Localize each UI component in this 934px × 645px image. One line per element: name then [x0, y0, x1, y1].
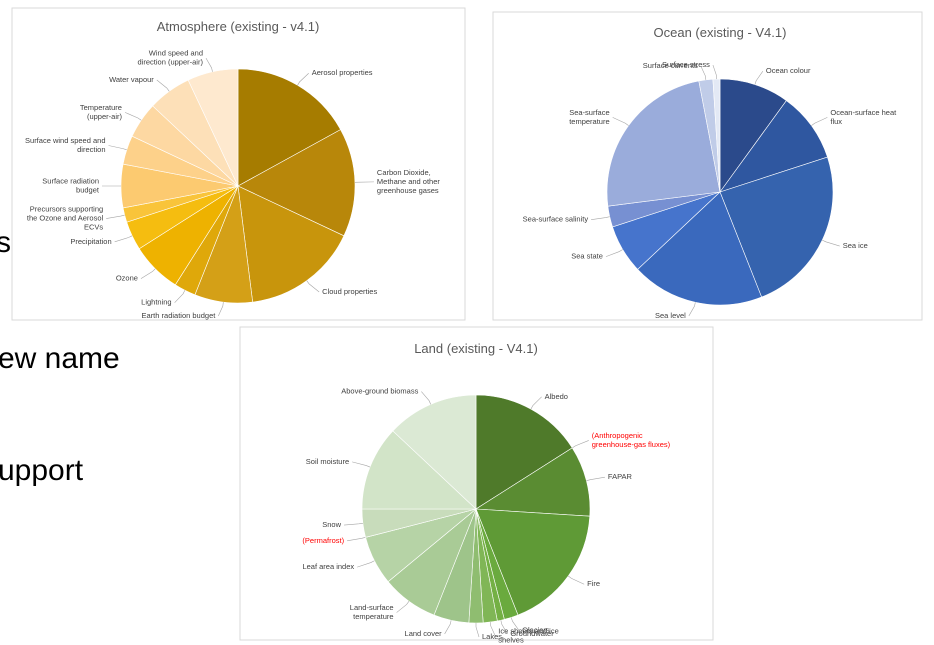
- slide-text: s: [0, 226, 11, 259]
- slice-label: Fire: [587, 579, 600, 588]
- chart-title: Atmosphere (existing - v4.1): [157, 19, 320, 34]
- leader-line: [688, 302, 696, 317]
- pie-slice: [637, 191, 762, 306]
- slice-label: Ozone: [116, 274, 138, 283]
- pie-slice: [719, 156, 834, 298]
- slice-label: Land-surface temperature: [350, 603, 394, 621]
- chart-title: Ocean (existing - V4.1): [654, 25, 787, 40]
- chart-panel: Atmosphere (existing - v4.1) Aerosol pro…: [11, 7, 466, 321]
- leader-line: [811, 117, 828, 126]
- pie-slice: [719, 100, 828, 193]
- slide-text: ew name: [0, 342, 120, 375]
- slice-label: Surface stress: [662, 60, 710, 69]
- leader-line: [106, 214, 125, 219]
- slice-label: Precursors supporting the Ozone and Aeros…: [27, 205, 104, 232]
- pie-slice: [237, 185, 345, 303]
- leader-line: [605, 249, 623, 257]
- slice-label: Wind speed and direction (upper-air): [138, 49, 204, 67]
- slice-label: FAPAR: [608, 472, 633, 481]
- pie-slice: [475, 447, 591, 517]
- leader-line: [700, 65, 707, 80]
- leader-line: [500, 620, 508, 635]
- slice-label: Aerosol properties: [312, 68, 373, 77]
- pie-slice: [187, 68, 239, 187]
- leader-line: [124, 112, 142, 121]
- leader-line: [510, 617, 520, 631]
- leader-line: [712, 64, 717, 80]
- leader-line: [114, 235, 133, 243]
- leader-line: [352, 461, 371, 468]
- slice-label: Surface wind speed and direction: [25, 136, 105, 154]
- slice-label: Temperature (upper-air): [80, 103, 123, 121]
- leader-line: [357, 560, 375, 568]
- leader-line: [421, 391, 432, 405]
- slice-label: Cloud properties: [322, 287, 377, 296]
- leader-line: [108, 145, 127, 151]
- leader-line: [822, 239, 840, 247]
- leader-line: [347, 537, 366, 542]
- slice-label: Surface radiation budget: [42, 176, 100, 194]
- pie-slice: [392, 394, 477, 510]
- leader-line: [572, 440, 589, 449]
- slice-label: Precipitation: [70, 237, 111, 246]
- slice-label: Albedo: [545, 392, 568, 401]
- chart-panel: Ocean (existing - V4.1) Ocean colour Ocea…: [492, 11, 923, 321]
- slice-label: Sea level: [655, 311, 686, 320]
- leader-line: [306, 280, 320, 293]
- leader-line: [489, 622, 496, 637]
- leader-line: [444, 620, 452, 635]
- slice-label: Water vapour: [109, 75, 154, 84]
- slice-label: Snow: [322, 520, 341, 529]
- chart-panel: Land (existing - V4.1) Albedo (Anthropoge…: [239, 326, 714, 644]
- slice-label: Earth radiation budget: [142, 311, 217, 320]
- leader-line: [140, 268, 156, 279]
- slice-label: Sea-surface temperature: [569, 108, 609, 126]
- slice-label: Groundwater: [510, 629, 554, 638]
- pie-slice: [475, 394, 573, 510]
- leader-line: [156, 79, 170, 92]
- leader-line: [586, 476, 605, 481]
- leader-line: [612, 117, 629, 126]
- pie-slice: [361, 430, 477, 510]
- leader-line: [530, 396, 542, 410]
- slice-label: Ocean-surface heat flux: [830, 108, 897, 126]
- slice-label: Land cover: [405, 629, 443, 638]
- leader-line: [475, 623, 480, 638]
- slice-label: Lakes: [482, 632, 502, 641]
- slide-text: upport: [0, 454, 84, 487]
- leader-line: [174, 290, 186, 303]
- pie-slice: [712, 78, 721, 193]
- pie-slice: [719, 78, 787, 193]
- slice-label: Sea state: [571, 252, 603, 261]
- leader-line: [218, 302, 224, 317]
- slice-label: Carbon Dioxide, Methane and other greenhou…: [377, 168, 440, 195]
- slice-label: Leaf area index: [302, 562, 354, 571]
- leader-line: [396, 601, 410, 613]
- pie-slice: [237, 129, 356, 237]
- slice-label: Glaciers: [522, 626, 550, 635]
- leader-line: [754, 71, 764, 85]
- slice-label: Ice sheets and ice shelves: [498, 626, 558, 644]
- leader-line: [297, 73, 309, 86]
- chart-title: Land (existing - V4.1): [414, 341, 538, 356]
- leader-line: [591, 216, 610, 221]
- leader-line: [568, 575, 585, 585]
- slice-label: Soil moisture: [306, 457, 349, 466]
- pie-slice: [475, 508, 591, 616]
- slice-label: (Anthropogenic greenhouse-gas fluxes): [592, 431, 671, 449]
- slice-label: Lightning: [141, 298, 171, 307]
- slice-label: Sea ice: [843, 241, 868, 250]
- leader-line: [205, 58, 213, 72]
- slice-label: Ocean colour: [766, 66, 811, 75]
- slice-label: Above-ground biomass: [341, 387, 418, 396]
- slice-label: Surface currents: [643, 61, 698, 70]
- leader-line: [343, 522, 363, 526]
- slice-label: (Permafrost): [302, 536, 344, 545]
- slice-label: Sea-surface salinity: [523, 215, 589, 224]
